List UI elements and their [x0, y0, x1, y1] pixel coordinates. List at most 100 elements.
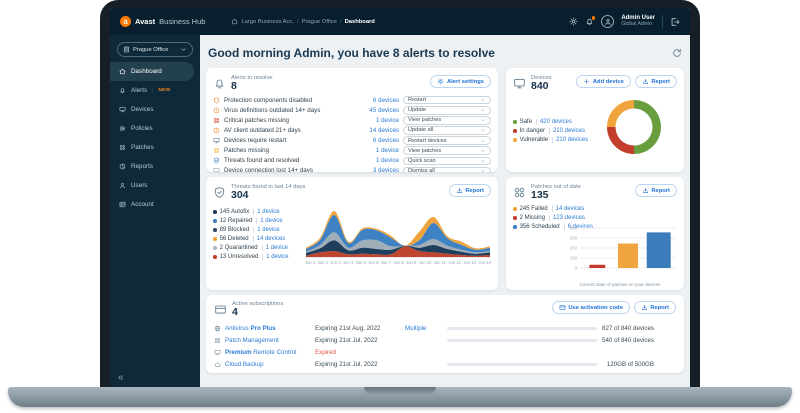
sidebar-item-devices[interactable]: Devices: [110, 100, 194, 119]
subscription-multiple-link[interactable]: Multiple: [405, 325, 427, 333]
alert-action-select[interactable]: Quick scan: [403, 156, 491, 165]
legend-dot: [213, 246, 217, 250]
chevron-down-icon: [480, 127, 486, 133]
alert-action-select[interactable]: Restart devices: [403, 136, 491, 145]
brand-name: Avast: [135, 17, 156, 26]
download-icon: [642, 78, 649, 85]
notifications-button[interactable]: [585, 16, 596, 26]
legend-dot: [213, 237, 217, 241]
threats-legend-value-link[interactable]: 1 device: [262, 253, 289, 260]
alert-row: AV client outdated 21+ days 14 devices Upd…: [213, 126, 491, 135]
threats-legend-label: 89 Blocked: [219, 226, 250, 233]
breadcrumb-item-site[interactable]: Prague Office: [301, 18, 337, 25]
patches-card: Patches out of date 135 Report: [506, 177, 684, 290]
patches-legend-item: 245 Failed 14 devices: [513, 205, 677, 212]
alert-label: Virus definitions outdated 14+ days: [224, 106, 321, 114]
logout-icon[interactable]: [670, 17, 680, 27]
subscription-row: Patch Management Expiring 21st Jul, 2022 5…: [214, 335, 676, 347]
globe-icon: [214, 325, 221, 332]
patches-legend-value-link[interactable]: 14 devices: [551, 205, 584, 212]
devices-report-label: Report: [651, 78, 670, 85]
subscription-name-link[interactable]: Premium Remote Control: [225, 349, 297, 357]
threats-legend-value-link[interactable]: 1 device: [253, 208, 280, 215]
sidebar-item-policies[interactable]: Policies: [110, 119, 194, 138]
use-activation-code-button[interactable]: Use activation code: [551, 301, 630, 314]
alert-action-select[interactable]: Update: [403, 106, 491, 115]
subscription-name-link[interactable]: Cloud Backup: [225, 361, 264, 369]
alert-action-label: Dismiss all: [408, 167, 435, 172]
sidebar-item-account[interactable]: Account: [110, 195, 194, 214]
notifications-bell-icon: [585, 17, 594, 26]
x-tick-label: Jun 2: [317, 259, 328, 265]
settings-gear-icon[interactable]: [569, 17, 578, 26]
sidebar-item-patches[interactable]: Patches: [110, 138, 194, 157]
download-icon: [642, 187, 649, 194]
chevron-down-icon: [480, 107, 486, 113]
svg-text:200: 200: [570, 246, 578, 251]
alert-settings-button[interactable]: Alert settings: [430, 75, 491, 88]
subscription-name-link[interactable]: Patch Management: [225, 337, 279, 345]
alert-devices-link[interactable]: 3 devices: [372, 167, 399, 172]
subscriptions-card: Active subscriptions 4 Use activation co…: [206, 295, 684, 373]
threats-legend-value-link[interactable]: 1 device: [253, 226, 280, 233]
monitor-alert-icon: [213, 167, 220, 172]
subscriptions-count: 4: [232, 306, 238, 319]
user-menu[interactable]: Admin User Global Admin: [621, 15, 655, 28]
sidebar-item-users[interactable]: Users: [110, 176, 194, 195]
subscriptions-report-button[interactable]: Report: [633, 301, 676, 314]
devices-legend-value-link[interactable]: 210 devices: [552, 136, 588, 143]
subscriptions-card-title: Active subscriptions: [232, 301, 284, 307]
alert-action-label: Update all: [408, 127, 434, 134]
devices-legend-item: Safe 420 devices: [513, 118, 603, 125]
alert-devices-link[interactable]: 1 device: [375, 147, 399, 155]
add-device-button[interactable]: Add device: [576, 75, 631, 88]
devices-legend-value-link[interactable]: 420 devices: [535, 118, 572, 125]
dashboard-screen: a Avast Business Hub Largo Business Acc.…: [110, 8, 690, 389]
alert-action-select[interactable]: View patches: [403, 116, 491, 125]
alert-devices-link[interactable]: 1 device: [375, 116, 399, 124]
sidebar-item-dashboard[interactable]: Dashboard: [110, 62, 194, 81]
devices-legend-label: Vulnerable: [519, 136, 549, 143]
alert-action-select[interactable]: Restart: [403, 96, 491, 105]
home-icon[interactable]: [231, 18, 238, 25]
chevron-down-icon: [480, 117, 486, 123]
sidebar-collapse-button[interactable]: «: [118, 372, 124, 383]
patches-report-button[interactable]: Report: [634, 184, 677, 197]
alert-devices-link[interactable]: 14 devices: [369, 127, 399, 134]
patches-alert-icon: [213, 117, 220, 124]
threats-legend-value-link[interactable]: 1 device: [256, 217, 283, 224]
legend-dot: [513, 129, 517, 133]
breadcrumb-item-account[interactable]: Largo Business Acc.: [241, 18, 294, 25]
threats-legend-value-link[interactable]: 14 devices: [252, 235, 285, 242]
subscription-name-link[interactable]: Antivirus Pro Plus: [225, 325, 276, 333]
alert-devices-link[interactable]: 6 devices: [372, 96, 399, 104]
org-selector[interactable]: Prague Office: [117, 42, 193, 57]
threats-report-button[interactable]: Report: [448, 184, 491, 197]
refresh-button[interactable]: [672, 48, 682, 58]
user-avatar[interactable]: [601, 15, 615, 28]
subscription-rows: Antivirus Pro Plus Expiring 21st Aug, 202…: [214, 323, 676, 371]
patches-legend-value-link[interactable]: 6 devices: [563, 223, 593, 230]
alert-action-select[interactable]: Dismiss all: [403, 166, 491, 172]
devices-report-button[interactable]: Report: [634, 75, 677, 88]
patches-count: 135: [531, 189, 549, 202]
alert-action-select[interactable]: Update all: [403, 126, 491, 135]
subscription-row: Premium Remote Control Expired: [214, 347, 676, 359]
alerts-card: Alerts to resolve 8 Alert settings: [206, 68, 498, 172]
subscription-expired-label: Expired: [315, 349, 336, 357]
brand-logo[interactable]: a Avast Business Hub: [120, 16, 205, 27]
alert-settings-label: Alert settings: [446, 78, 484, 85]
alert-action-select[interactable]: View patches: [403, 146, 491, 155]
threats-legend-label: 56 Deleted: [219, 235, 249, 242]
sidebar-item-alerts[interactable]: Alerts | NEW: [110, 81, 194, 100]
patches-legend-value-link[interactable]: 123 devices: [548, 214, 585, 221]
alert-action-label: View patches: [408, 147, 442, 154]
alert-devices-link[interactable]: 1 device: [375, 157, 399, 165]
alert-devices-link[interactable]: 6 devices: [372, 137, 399, 145]
alert-devices-link[interactable]: 45 devices: [369, 106, 399, 114]
devices-legend-value-link[interactable]: 210 devices: [548, 127, 585, 134]
breadcrumb-item-current: Dashboard: [344, 18, 375, 25]
main-content: Good morning Admin, you have 8 alerts to…: [200, 35, 690, 389]
sidebar-item-reports[interactable]: Reports: [110, 157, 194, 176]
threats-legend-value-link[interactable]: 1 device: [261, 244, 288, 251]
